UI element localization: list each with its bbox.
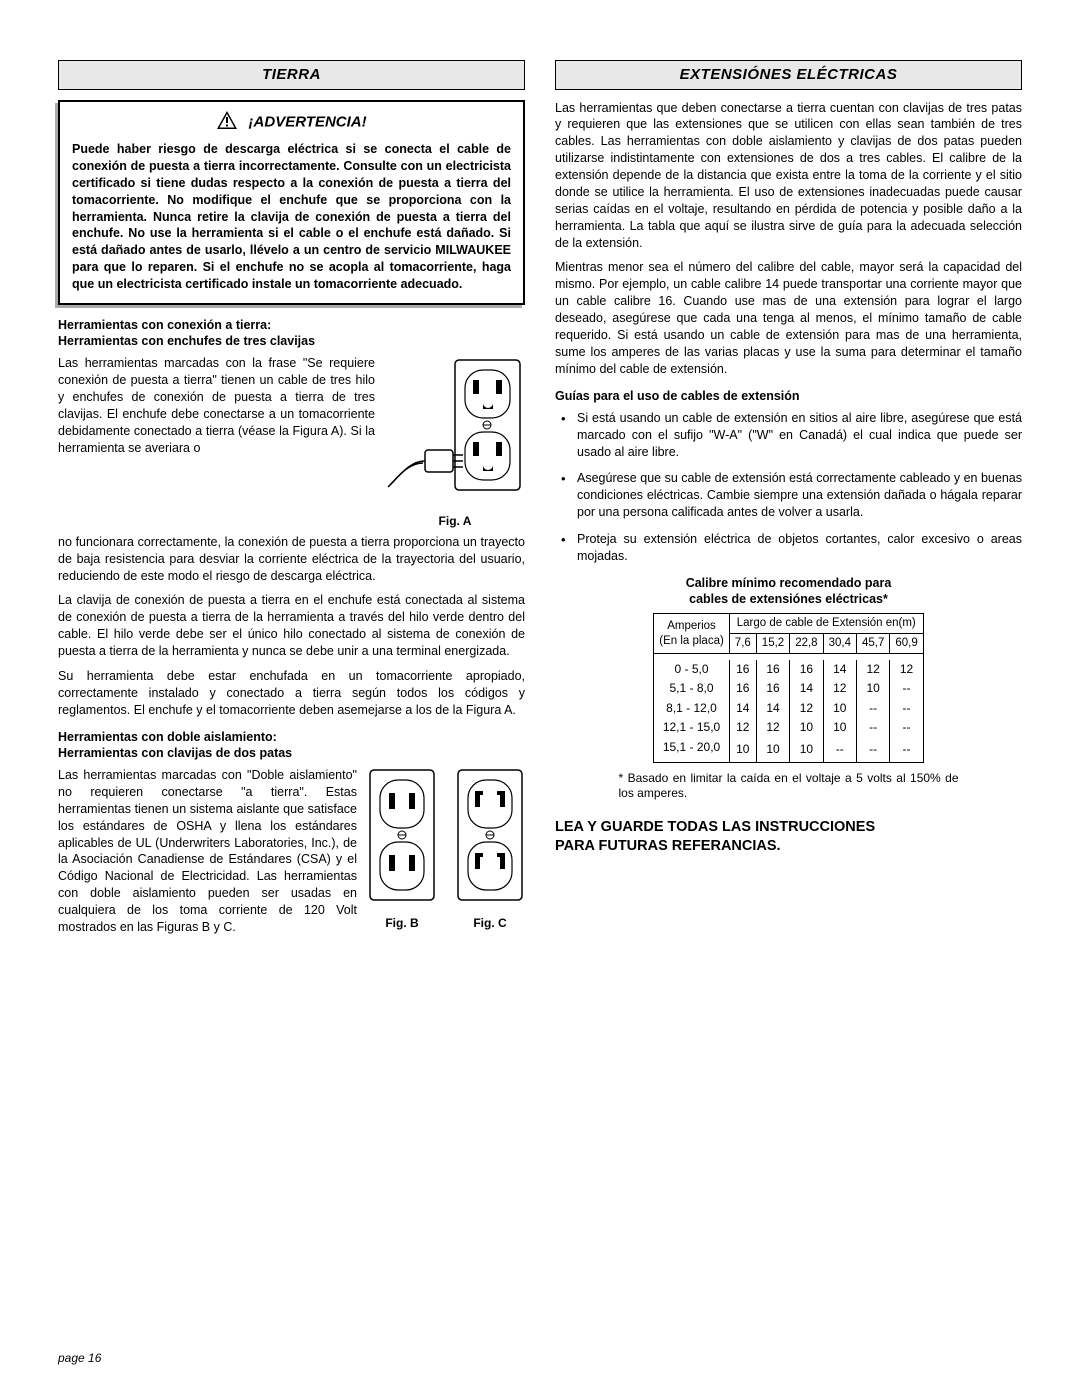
page-number: page 16 [58, 1351, 101, 1367]
gauge-table-title: Calibre mínimo recomendado para cables d… [555, 575, 1022, 608]
table-row: 5,1 - 8,0 1616141210-- [654, 679, 924, 699]
right-header: EXTENSIÓNES ELÉCTRICAS [555, 60, 1022, 90]
guides-list: Si está usando un cable de extensión en … [555, 410, 1022, 565]
warning-icon [216, 110, 238, 136]
table-row: 15,1 - 20,0 101010------ [654, 738, 924, 762]
right-p2: Mientras menor sea el número del calibre… [555, 259, 1022, 377]
fig-c-caption: Fig. C [455, 916, 525, 932]
guide-item-3: Proteja su extensión eléctrica de objeto… [555, 531, 1022, 565]
guide-item-1: Si está usando un cable de extensión en … [555, 410, 1022, 461]
left-header: TIERRA [58, 60, 525, 90]
two-column-layout: TIERRA ¡ADVERTENCIA! Puede haber riesgo … [58, 60, 1022, 944]
right-p1: Las herramientas que deben conectarse a … [555, 100, 1022, 252]
gauge-table: Amperios (En la placa) Largo de cable de… [653, 613, 924, 762]
left-column: TIERRA ¡ADVERTENCIA! Puede haber riesgo … [58, 60, 525, 944]
outlet-2prong-polarized [455, 767, 525, 907]
table-row: 12,1 - 15,0 12121010---- [654, 718, 924, 738]
table-footnote: * Basado en limitar la caída en el volta… [619, 771, 959, 802]
figures-bc: Fig. B Fig. C [367, 767, 525, 931]
left-p2: no funcionara correctamente, la conexión… [58, 534, 525, 585]
subhead-double-insulated: Herramientas con doble aislamiento: Herr… [58, 729, 525, 762]
table-row: Amperios (En la placa) Largo de cable de… [654, 614, 924, 634]
left-p3: La clavija de conexión de puesta a tierr… [58, 592, 525, 660]
warning-body: Puede haber riesgo de descarga eléctrica… [72, 141, 511, 293]
right-column: EXTENSIÓNES ELÉCTRICAS Las herramientas … [555, 60, 1022, 944]
final-instruction: LEA Y GUARDE TODAS LAS INSTRUCCIONES PAR… [555, 818, 1022, 856]
warning-box: ¡ADVERTENCIA! Puede haber riesgo de desc… [58, 100, 525, 305]
table-row: 0 - 5,0 161616141212 [654, 660, 924, 680]
warning-title: ¡ADVERTENCIA! [72, 110, 511, 136]
outlet-3prong-illustration [385, 355, 525, 505]
table-row: 8,1 - 12,0 14141210---- [654, 699, 924, 719]
double-wrap: Fig. B Fig. C Las herram [58, 767, 525, 944]
guides-subhead: Guías para el uso de cables de extensión [555, 388, 1022, 404]
grounded-wrap: Fig. A Las herramientas marcadas con la … [58, 355, 525, 533]
figure-a: Fig. A [385, 355, 525, 529]
outlet-2prong-vertical [367, 767, 437, 907]
fig-a-caption: Fig. A [385, 514, 525, 530]
warning-title-text: ¡ADVERTENCIA! [249, 113, 367, 130]
left-p4: Su herramienta debe estar enchufada en u… [58, 668, 525, 719]
guide-item-2: Asegúrese que su cable de extensión está… [555, 470, 1022, 521]
subhead-grounded-tools: Herramientas con conexión a tierra: Herr… [58, 317, 525, 350]
fig-b-caption: Fig. B [367, 916, 437, 932]
